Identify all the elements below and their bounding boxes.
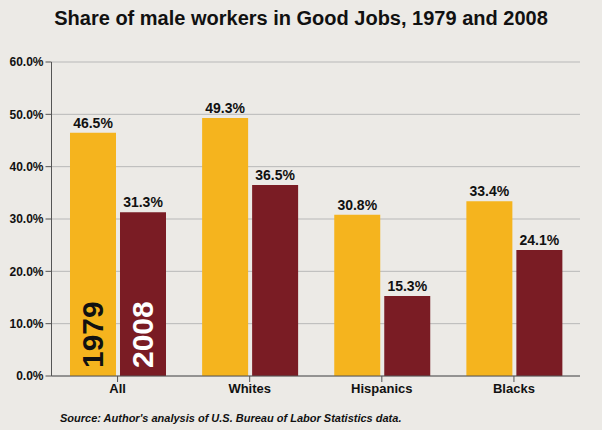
svg-text:0.0%: 0.0% bbox=[16, 369, 44, 383]
svg-text:All: All bbox=[109, 381, 126, 396]
svg-text:50.0%: 50.0% bbox=[9, 108, 43, 122]
svg-text:1979: 1979 bbox=[76, 301, 109, 368]
svg-text:Blacks: Blacks bbox=[493, 381, 535, 396]
svg-text:60.0%: 60.0% bbox=[9, 55, 43, 69]
svg-text:24.1%: 24.1% bbox=[520, 232, 560, 248]
html-text:Share of male workers in Good: Share of male workers in Good Jobs, 1979… bbox=[54, 6, 548, 29]
svg-text:49.3%: 49.3% bbox=[205, 100, 245, 116]
html-text:Source: Author's analysis of U: Source: Author's analysis of U.S. Bureau… bbox=[60, 412, 402, 424]
svg-text:Hispanics: Hispanics bbox=[351, 381, 412, 396]
svg-text:30.0%: 30.0% bbox=[9, 212, 43, 226]
svg-text:40.0%: 40.0% bbox=[9, 160, 43, 174]
svg-text:2008: 2008 bbox=[126, 301, 159, 368]
svg-text:30.8%: 30.8% bbox=[337, 197, 377, 213]
svg-text:31.3%: 31.3% bbox=[123, 194, 163, 210]
svg-text:20.0%: 20.0% bbox=[9, 265, 43, 279]
svg-text:36.5%: 36.5% bbox=[255, 167, 295, 183]
svg-text:10.0%: 10.0% bbox=[9, 317, 43, 331]
svg-text:15.3%: 15.3% bbox=[387, 278, 427, 294]
svg-text:Whites: Whites bbox=[228, 381, 271, 396]
svg-text:33.4%: 33.4% bbox=[470, 183, 510, 199]
svg-text:46.5%: 46.5% bbox=[73, 115, 113, 131]
